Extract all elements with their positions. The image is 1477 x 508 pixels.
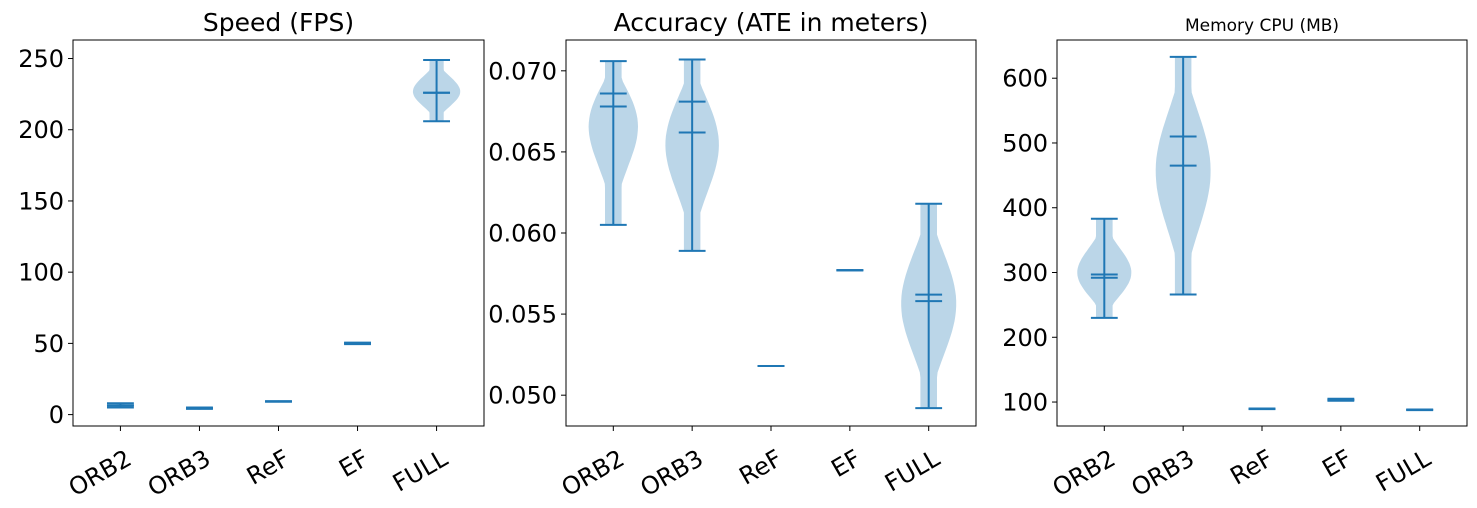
y-tick-label: 0.060	[488, 220, 557, 248]
x-tick-label: ORB3	[636, 444, 708, 502]
violin-EF	[1327, 397, 1355, 402]
y-tick-label: 250	[18, 45, 64, 73]
y-tick-label: 0	[49, 401, 64, 429]
x-tick-label: ReF	[242, 444, 294, 490]
y-tick-label: 600	[1002, 65, 1048, 93]
violin-ORB2	[1077, 217, 1132, 319]
violin-ORB3	[1155, 55, 1211, 296]
x-tick-label: ReF	[735, 444, 787, 490]
x-tick-label: EF	[1318, 444, 1357, 483]
panel-1: 0 50 100 150 200 250 ORB2 ORB3 ReF EF FULL Speed (F…	[18, 8, 485, 502]
x-tick-label: ORB3	[143, 444, 215, 502]
violin-ReF	[265, 400, 292, 403]
x-tick-label: ORB2	[1048, 444, 1120, 502]
y-tick-label: 50	[33, 330, 64, 358]
x-tick-label: EF	[827, 444, 866, 483]
violin-FULL	[412, 58, 461, 123]
chart-title: Memory CPU (MB)	[1185, 16, 1339, 36]
violin-FULL	[1406, 408, 1434, 412]
x-tick-label: EF	[334, 444, 373, 483]
chart-title: Speed (FPS)	[203, 8, 354, 37]
panel-2: 0.050 0.055 0.060 0.065 0.070 ORB2 ORB3 ReF EF FU…	[488, 8, 977, 502]
violin-ORB3	[665, 58, 719, 252]
violin-EF	[344, 341, 371, 346]
y-tick-label: 400	[1002, 194, 1048, 222]
violin-ORB2	[588, 60, 638, 226]
x-tick-label: ORB2	[557, 444, 629, 502]
violin-FULL	[901, 202, 957, 410]
y-tick-label: 0.070	[488, 57, 557, 85]
y-tick-label: 0.050	[488, 382, 557, 410]
y-tick-label: 100	[18, 259, 64, 287]
x-tick-label: FULL	[880, 444, 945, 498]
y-tick-label: 200	[1002, 324, 1048, 352]
violin-ORB2	[106, 402, 134, 409]
y-tick-label: 100	[1002, 389, 1048, 417]
x-tick-label: ORB3	[1127, 444, 1199, 502]
violin-ORB3	[186, 406, 213, 410]
y-tick-label: 300	[1002, 259, 1048, 287]
x-tick-label: FULL	[1371, 444, 1436, 498]
chart-title: Accuracy (ATE in meters)	[614, 8, 929, 37]
y-tick-label: 500	[1002, 129, 1048, 157]
axes-frame	[1056, 39, 1468, 427]
y-tick-label: 0.065	[488, 138, 557, 166]
panel-3: 100 200 300 400 500 600 ORB2 ORB3 ReF EF FULL Memor…	[1002, 16, 1468, 502]
y-tick-label: 150	[18, 187, 64, 215]
y-tick-label: 200	[18, 116, 64, 144]
y-tick-label: 0.055	[488, 301, 557, 329]
x-tick-label: ReF	[1226, 444, 1278, 490]
violin-ReF	[1248, 407, 1276, 411]
x-tick-label: FULL	[388, 444, 453, 498]
x-tick-label: ORB2	[64, 444, 136, 502]
